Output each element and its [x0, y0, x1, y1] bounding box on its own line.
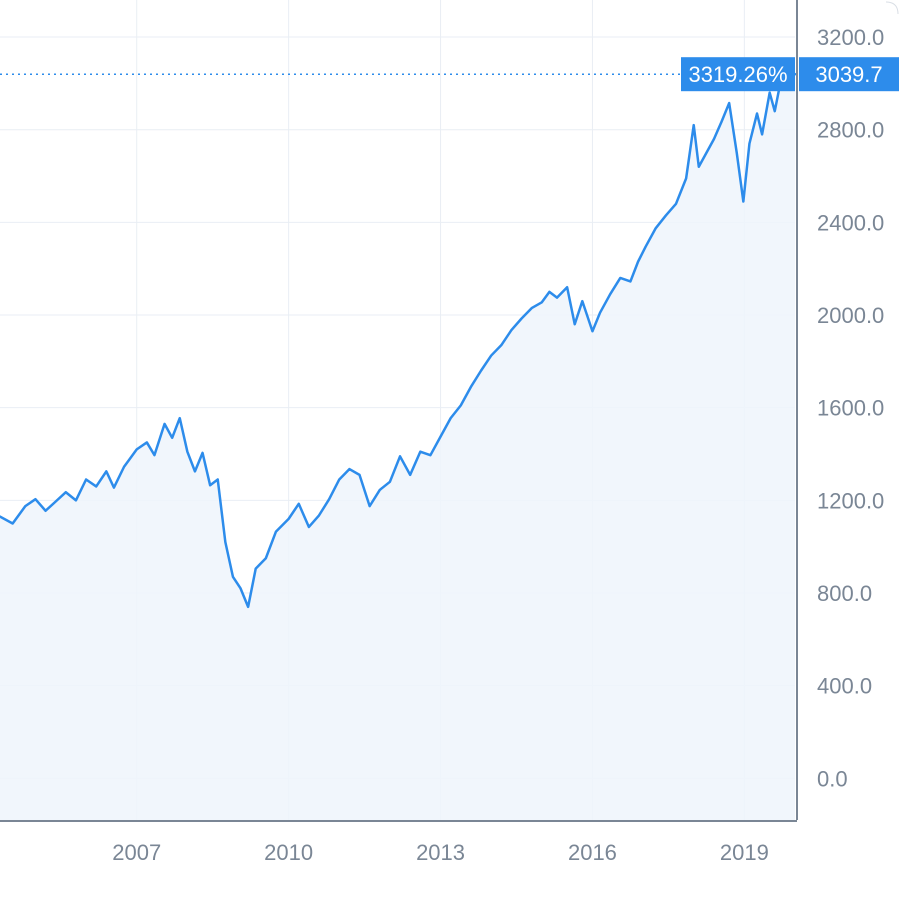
x-tick-label: 2019 [720, 840, 769, 865]
frame-corner [886, 2, 898, 14]
y-tick-label: 800.0 [817, 581, 872, 606]
current-value-label: 3039.7 [815, 62, 882, 87]
y-tick-label: 2400.0 [817, 210, 884, 235]
x-tick-label: 2016 [568, 840, 617, 865]
x-tick-label: 2013 [416, 840, 465, 865]
price-chart[interactable]: 0.0 400.0 800.0 1200.0 1600.0 2000.0 2400.0 280… [0, 0, 900, 900]
x-tick-label: 2010 [264, 840, 313, 865]
y-tick-label: 0.0 [817, 766, 848, 791]
x-tick-label: 2007 [112, 840, 161, 865]
y-tick-label: 1600.0 [817, 396, 884, 421]
y-tick-label: 1200.0 [817, 488, 884, 513]
y-tick-label: 400.0 [817, 674, 872, 699]
y-tick-label: 3200.0 [817, 25, 884, 50]
chart-svg: 0.0 400.0 800.0 1200.0 1600.0 2000.0 2400.0 280… [0, 0, 900, 900]
y-tick-label: 2800.0 [817, 118, 884, 143]
pct-change-label: 3319.26% [688, 62, 787, 87]
y-tick-label: 2000.0 [817, 303, 884, 328]
price-area [0, 72, 795, 820]
